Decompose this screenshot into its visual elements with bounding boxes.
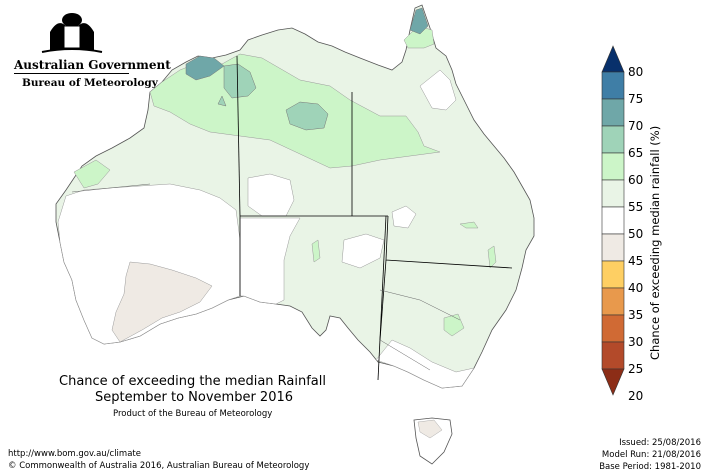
region-sa-spot [311, 239, 321, 263]
product-note: Product of the Bureau of Meteorology [113, 409, 273, 419]
legend-swatch [601, 125, 625, 154]
legend-swatch-bottom [601, 368, 625, 396]
legend-tick-label: 45 [628, 254, 643, 268]
legend-swatch [601, 233, 625, 262]
org-name: Australian Government [14, 58, 171, 72]
region-cape-70-75 [409, 7, 429, 35]
legend-tick-label: 55 [628, 200, 643, 214]
legend-tick-label: 80 [628, 65, 643, 79]
legend-tick-label: 40 [628, 281, 643, 295]
region-qld-spot-2 [487, 245, 497, 269]
region-cape-white [419, 69, 457, 111]
legend-swatch [601, 98, 625, 127]
legend-swatch [601, 341, 625, 370]
legend-tick-label: 60 [628, 173, 643, 187]
legend-swatch [601, 206, 625, 235]
legend-tick-label: 20 [628, 389, 643, 403]
base-period: Base Period: 1981-2010 [599, 462, 701, 472]
legend-tick-label: 30 [628, 335, 643, 349]
copyright: © Commonwealth of Australia 2016, Austra… [8, 461, 310, 471]
legend-tick-label: 65 [628, 146, 643, 160]
tasmania-below-median [417, 419, 443, 439]
region-central-white [247, 173, 295, 217]
region-wa-small-65-70 [217, 95, 227, 107]
source-url: http://www.bom.gov.au/climate [8, 449, 141, 459]
region-vic-white [375, 339, 475, 389]
legend-tick-label: 25 [628, 362, 643, 376]
legend-swatch [601, 179, 625, 208]
region-kimberley-65-70 [223, 63, 257, 99]
contour-lines [71, 183, 461, 371]
region-qld-spot-1 [459, 221, 479, 229]
legend-title: Chance of exceeding median rainfall (%) [648, 125, 662, 360]
legend-tick-label: 75 [628, 92, 643, 106]
legend-swatch [601, 71, 625, 100]
map-subtitle: September to November 2016 [95, 390, 294, 405]
legend-tick-label: 70 [628, 119, 643, 133]
issued-date: Issued: 25/08/2016 [619, 438, 701, 448]
region-south-neutral [239, 217, 301, 305]
region-kimberley-70-75 [185, 55, 225, 81]
legend-tick-label: 35 [628, 308, 643, 322]
state-borders [236, 55, 513, 381]
legend-tick-label: 50 [628, 227, 643, 241]
legend-swatch [601, 260, 625, 289]
model-run-date: Model Run: 21/08/2016 [601, 450, 701, 460]
region-qld-white [391, 205, 417, 229]
region-wa-below-median [111, 261, 213, 343]
map-title: Chance of exceeding the median Rainfall [59, 374, 326, 389]
legend-swatch [601, 314, 625, 343]
legend-swatch-top [601, 45, 625, 73]
legend-swatch [601, 152, 625, 181]
agency-name: Bureau of Meteorology [22, 77, 158, 89]
australian-government-crest-logo [10, 10, 135, 90]
region-sa-white [341, 233, 385, 269]
legend-swatch [601, 287, 625, 316]
region-wa-green-patch [73, 159, 111, 189]
region-nt-65-70 [285, 101, 329, 131]
legend-colorbar: 80 75 70 65 60 55 50 45 40 35 30 25 20 [601, 45, 643, 403]
divider [14, 73, 129, 74]
